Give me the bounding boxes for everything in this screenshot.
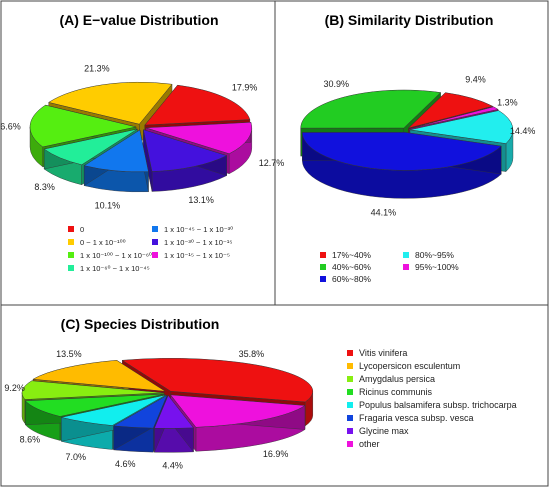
pie-slice <box>145 122 253 155</box>
pie-slice-label: 14.4% <box>510 126 536 136</box>
pie-slice <box>112 394 168 429</box>
legend-label: Ricinus communis <box>359 387 433 397</box>
chart-title-c: (C) Species Distribution <box>61 316 220 332</box>
pie-slice <box>143 129 228 172</box>
legend-swatch <box>347 350 353 356</box>
legend-swatch <box>347 376 353 382</box>
pie-slice-label: 13.1% <box>188 195 214 205</box>
pie-slice-label: 8.3% <box>34 182 55 192</box>
legend-label: Lycopersicon esculentum <box>359 361 460 371</box>
panel-frame-c <box>0 304 549 487</box>
legend-label: Amygdalus persica <box>359 374 435 384</box>
pie-slice <box>29 104 137 148</box>
pie-slice <box>409 110 514 144</box>
pie-slice <box>407 92 494 129</box>
legend-swatch <box>347 428 353 434</box>
legend-swatch <box>68 265 74 271</box>
legend-label: Vitis vinifera <box>359 348 407 358</box>
legend-swatch <box>347 363 353 369</box>
legend-label: Glycine max <box>359 426 409 436</box>
legend-swatch <box>403 252 409 258</box>
pie-chart-c: 35.8% 16.9% 4.4% 4.6% 7.0% 8.6% 9.2% 13.5% <box>4 349 314 470</box>
pie-slice-label: 35.8% <box>239 349 265 359</box>
legend-label: Populus balsamifera subsp. trichocarpa <box>359 400 517 410</box>
pie-slice-label: 13.5% <box>56 349 82 359</box>
pie-slice-label: 9.2% <box>4 383 25 393</box>
legend-swatch <box>347 441 353 447</box>
pie-chart-a: 17.9% 12.7% 13.1% 10.1% 8.3% 16.6% 21.3% <box>0 64 284 211</box>
pie-slice-label: 44.1% <box>371 208 397 218</box>
pie-slice <box>48 81 173 125</box>
pie-slice <box>21 380 165 400</box>
pie-chart-b: 9.4% 1.3% 14.4% 44.1% 30.9% <box>300 75 536 218</box>
pie-slice-label: 8.6% <box>20 435 41 445</box>
pie-slice-label: 30.9% <box>323 79 349 89</box>
legend-swatch <box>68 226 74 232</box>
legend-swatch <box>152 226 158 232</box>
pie-slice <box>300 89 442 129</box>
legend-swatch <box>347 389 353 395</box>
pie-slice-label: 7.0% <box>65 452 86 462</box>
pie-slice-label: 16.9% <box>263 449 289 459</box>
legend-swatch <box>403 264 409 270</box>
legend-label: other <box>359 439 380 449</box>
legend-swatch <box>320 252 326 258</box>
pie-slice-label: 12.7% <box>259 158 285 168</box>
legend-label: 60%~80% <box>332 274 371 284</box>
pie-slice <box>154 394 195 429</box>
legend-label: Fragaria vesca subsp. vesca <box>359 413 474 423</box>
legend-swatch <box>347 415 353 421</box>
pie-slice-label: 17.9% <box>232 83 258 93</box>
legend-swatch <box>320 276 326 282</box>
pie-slice-label: 16.6% <box>0 122 21 132</box>
legend-label: 1 x 10⁻³⁰ ~ 1 x 10⁻¹⁵ <box>164 238 232 247</box>
legend-label: 40%~60% <box>332 262 371 272</box>
legend-label: 1 x 10⁻¹⁵ ~ 1 x 10⁻⁵ <box>164 251 230 260</box>
pie-slice-label: 21.3% <box>84 64 110 74</box>
legend-label: 1 x 10⁻⁴⁵ ~ 1 x 10⁻³⁰ <box>164 225 233 234</box>
legend-label: 1 x 10⁻¹⁰⁰ ~ 1 x 10⁻⁶⁰ <box>80 251 152 260</box>
pie-slice <box>170 394 306 428</box>
legend-label: 0 <box>80 225 84 234</box>
pie-slice <box>409 106 499 129</box>
pie-slice-label: 10.1% <box>95 200 121 210</box>
pie-slice <box>83 129 149 173</box>
chart-title-a: (A) E−value Distribution <box>59 12 218 28</box>
pie-slice <box>61 394 166 426</box>
legend-swatch <box>152 252 158 258</box>
pie-slice-label: 4.4% <box>162 460 183 470</box>
legend-swatch <box>347 402 353 408</box>
legend-swatch <box>68 252 74 258</box>
chart-title-b: (B) Similarity Distribution <box>325 12 494 28</box>
legend-swatch <box>68 239 74 245</box>
legend-label: 80%~95% <box>415 250 454 260</box>
legend-label: 0 ~ 1 x 10⁻¹⁰⁰ <box>80 238 126 247</box>
pie-slice <box>302 132 502 171</box>
pie-slice-label: 1.3% <box>497 98 518 108</box>
legend-b: 17%~40% 40%~60% 60%~80% 80%~95% 95%~100% <box>320 250 459 284</box>
legend-swatch <box>152 239 158 245</box>
pie-slice <box>121 358 314 403</box>
legend-swatch <box>320 264 326 270</box>
pie-slice <box>24 393 165 417</box>
pie-slice <box>32 360 166 392</box>
legend-c: Vitis vinifera Lycopersicon esculentum Amy… <box>347 348 517 449</box>
legend-a: 0 0 ~ 1 x 10⁻¹⁰⁰ 1 x 10⁻¹⁰⁰ ~ 1 x 10⁻⁶⁰ 1 x… <box>68 225 233 273</box>
legend-label: 1 x 10⁻⁶⁰ ~ 1 x 10⁻⁴⁵ <box>80 264 150 273</box>
pie-slice-label: 9.4% <box>465 75 486 85</box>
pie-slice <box>43 128 138 166</box>
legend-label: 17%~40% <box>332 250 371 260</box>
legend-label: 95%~100% <box>415 262 459 272</box>
pie-slice <box>144 84 251 126</box>
pie-slice-label: 4.6% <box>115 459 136 469</box>
